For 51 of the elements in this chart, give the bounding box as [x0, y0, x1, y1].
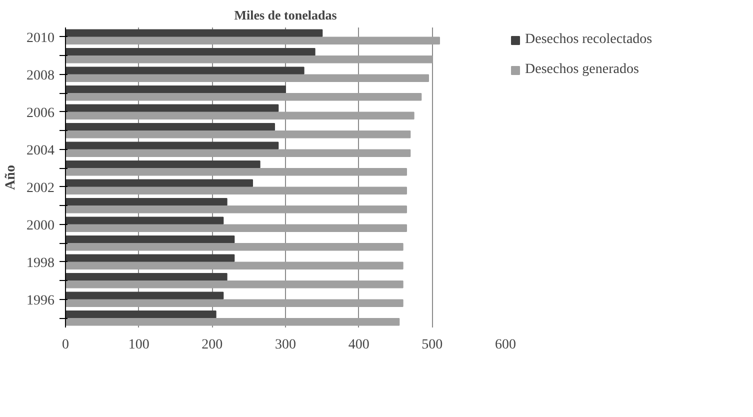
bar [66, 149, 411, 157]
y-tick-label: 2010 [26, 30, 54, 46]
bar [66, 186, 407, 194]
bar [66, 236, 235, 244]
bar [66, 224, 407, 232]
y-axis-title: Año [4, 165, 18, 190]
bar [66, 48, 316, 56]
x-tick-label: 600 [495, 338, 516, 352]
bar [66, 130, 411, 138]
bar [66, 123, 275, 131]
bar [66, 318, 400, 326]
bar [66, 299, 404, 307]
bar [66, 206, 407, 214]
bar [66, 243, 404, 251]
y-tick-label: 2008 [26, 68, 54, 84]
legend-label: Desechos generados [525, 62, 639, 78]
bar [66, 142, 279, 150]
bar [66, 36, 440, 44]
bar [66, 198, 228, 206]
y-tick-label: 2000 [26, 218, 54, 234]
bar [66, 179, 253, 187]
bar [66, 273, 228, 281]
chart-title: Miles de toneladas [234, 8, 337, 22]
y-tick-label: 2002 [26, 180, 54, 196]
bar [66, 262, 404, 270]
bar [66, 29, 323, 37]
y-tick-label: 2004 [26, 143, 54, 158]
legend-label: Desechos recolectados [525, 32, 652, 48]
bar [66, 93, 422, 101]
bar [66, 168, 407, 176]
bar [66, 216, 224, 224]
x-tick-label: 300 [275, 338, 296, 352]
bar [66, 160, 260, 168]
x-tick-label: 100 [128, 338, 150, 352]
bar [66, 74, 429, 82]
y-tick-label: 2006 [26, 106, 54, 121]
y-tick-label: 1998 [26, 256, 54, 271]
x-tick-label: 500 [422, 338, 443, 352]
bar [66, 56, 433, 64]
x-tick-label: 0 [62, 338, 69, 352]
y-tick-label: 1996 [26, 293, 54, 308]
x-tick-label: 400 [348, 338, 370, 352]
bar [66, 86, 286, 94]
bar [66, 292, 224, 300]
bar [66, 254, 235, 262]
bar [66, 112, 414, 120]
bar [66, 310, 216, 318]
bar [66, 104, 279, 112]
bar [66, 280, 404, 288]
bar [66, 66, 304, 74]
x-tick-label: 200 [202, 338, 223, 352]
